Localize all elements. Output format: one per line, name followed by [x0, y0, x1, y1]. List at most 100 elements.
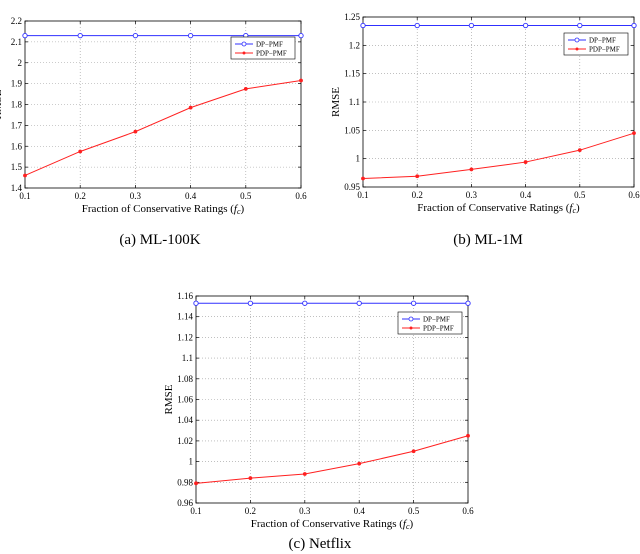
data-point — [522, 22, 529, 29]
x-tick-label: 0.2 — [245, 506, 256, 516]
y-tick-label: 0.96 — [177, 498, 193, 508]
x-tick-label: 0.6 — [462, 506, 474, 516]
x-tick-label: 0.2 — [412, 190, 423, 200]
series-dp-pmf — [360, 22, 637, 29]
series-line — [24, 79, 302, 176]
y-tick-label: 1.4 — [11, 183, 23, 193]
subfigure-caption: (b) ML-1M — [453, 232, 523, 248]
y-tick-label: 1.8 — [11, 100, 23, 110]
data-point — [361, 176, 365, 181]
y-tick-label: 0.95 — [344, 182, 360, 192]
y-tick-label: 2 — [18, 58, 23, 68]
data-point — [631, 22, 637, 29]
series-dp-pmf — [22, 32, 304, 39]
legend-marker — [242, 51, 246, 55]
data-point — [465, 300, 471, 306]
y-tick-label: 1.15 — [344, 69, 360, 79]
y-axis-label: RMSE — [163, 384, 175, 414]
data-point — [193, 300, 199, 306]
y-tick-label: 1.04 — [177, 415, 193, 425]
data-point — [132, 32, 139, 39]
x-tick-label: 0.3 — [130, 191, 142, 201]
plot-frame — [195, 295, 469, 504]
series-pdp-pmf — [361, 131, 636, 181]
y-tick-label: 0.98 — [177, 477, 193, 487]
y-tick-label: 1.1 — [349, 97, 360, 107]
subfigure-caption: (a) ML-100K — [119, 232, 200, 248]
x-axis-label: Fraction of Conservative Ratings (fc) — [251, 518, 414, 531]
x-tick-label: 0.1 — [190, 506, 201, 516]
chart-3: 0.1 0.2 0.3 0.4 0.5 0.6 0.96 0.98 1 1.02 1.04 1.06 1… — [163, 291, 474, 552]
x-tick-label: 0.5 — [574, 190, 586, 200]
y-tick-label: 1 — [356, 154, 361, 164]
legend-marker — [575, 47, 579, 51]
legend-label: DP−PMF — [589, 37, 616, 45]
data-point — [468, 22, 475, 29]
y-axis-label: RMSE — [330, 87, 342, 117]
legend-label: DP−PMF — [256, 41, 283, 49]
x-tick-label: 0.4 — [354, 506, 366, 516]
x-axis-label: Fraction of Conservative Ratings (fc) — [82, 203, 245, 216]
y-tick-label: 1.2 — [349, 40, 360, 50]
legend-label: DP−PMF — [423, 316, 450, 324]
legend-marker — [409, 326, 413, 330]
data-point — [360, 22, 366, 29]
y-tick-label: 1.06 — [177, 395, 193, 405]
x-tick-label: 0.1 — [357, 190, 368, 200]
x-tick-label: 0.2 — [75, 191, 86, 201]
data-point — [188, 105, 193, 110]
y-tick-label: 1.5 — [11, 162, 23, 172]
data-point — [410, 300, 417, 306]
x-tick-label: 0.5 — [408, 506, 420, 516]
y-axis-label: RMSE — [0, 89, 4, 119]
plot-frame — [362, 16, 635, 188]
data-point — [302, 300, 308, 306]
x-tick-label: 0.3 — [299, 506, 311, 516]
legend-marker — [574, 37, 580, 43]
y-tick-label: 1.6 — [11, 141, 23, 151]
y-tick-label: 1.16 — [177, 291, 193, 301]
x-tick-label: 0.3 — [466, 190, 478, 200]
y-tick-label: 1 — [189, 457, 194, 467]
data-point — [248, 476, 253, 481]
data-point — [357, 461, 362, 466]
x-tick-label: 0.4 — [185, 191, 197, 201]
chart-2: 0.1 0.2 0.3 0.4 0.5 0.6 0.95 1 1.05 1.1 1.15 1.2 1.2… — [330, 12, 640, 248]
data-point — [577, 22, 583, 29]
data-point — [469, 167, 474, 172]
y-tick-label: 1.25 — [344, 12, 360, 22]
y-tick-label: 1.1 — [182, 353, 193, 363]
chart-1: 0.1 0.2 0.3 0.4 0.5 0.6 1.4 1.5 1.6 1.7 1.8 1.9 2 2.1… — [0, 16, 307, 248]
legend-marker — [408, 316, 414, 322]
y-tick-label: 1.05 — [344, 125, 360, 135]
data-point — [23, 173, 27, 178]
y-tick-label: 1.14 — [177, 312, 193, 322]
data-point — [78, 149, 83, 154]
data-point — [194, 481, 198, 486]
subfigure-caption: (c) Netflix — [289, 536, 352, 552]
legend-label: PDP−PMF — [423, 325, 454, 333]
data-point — [415, 174, 420, 179]
x-tick-label: 0.1 — [19, 191, 30, 201]
data-point — [414, 22, 420, 29]
y-tick-label: 1.7 — [11, 120, 23, 130]
series-pdp-pmf — [23, 78, 303, 178]
data-point — [243, 86, 248, 91]
y-tick-label: 2.2 — [11, 16, 22, 26]
series-pdp-pmf — [194, 433, 470, 486]
x-tick-label: 0.6 — [295, 191, 307, 201]
x-tick-label: 0.4 — [520, 190, 532, 200]
data-point — [22, 32, 28, 39]
data-point — [302, 472, 307, 476]
y-tick-label: 1.9 — [11, 79, 23, 89]
x-tick-label: 0.6 — [628, 190, 640, 200]
data-point — [411, 449, 416, 454]
data-point — [577, 148, 582, 153]
x-tick-label: 0.5 — [240, 191, 252, 201]
data-point — [632, 131, 636, 136]
data-point — [133, 129, 138, 134]
